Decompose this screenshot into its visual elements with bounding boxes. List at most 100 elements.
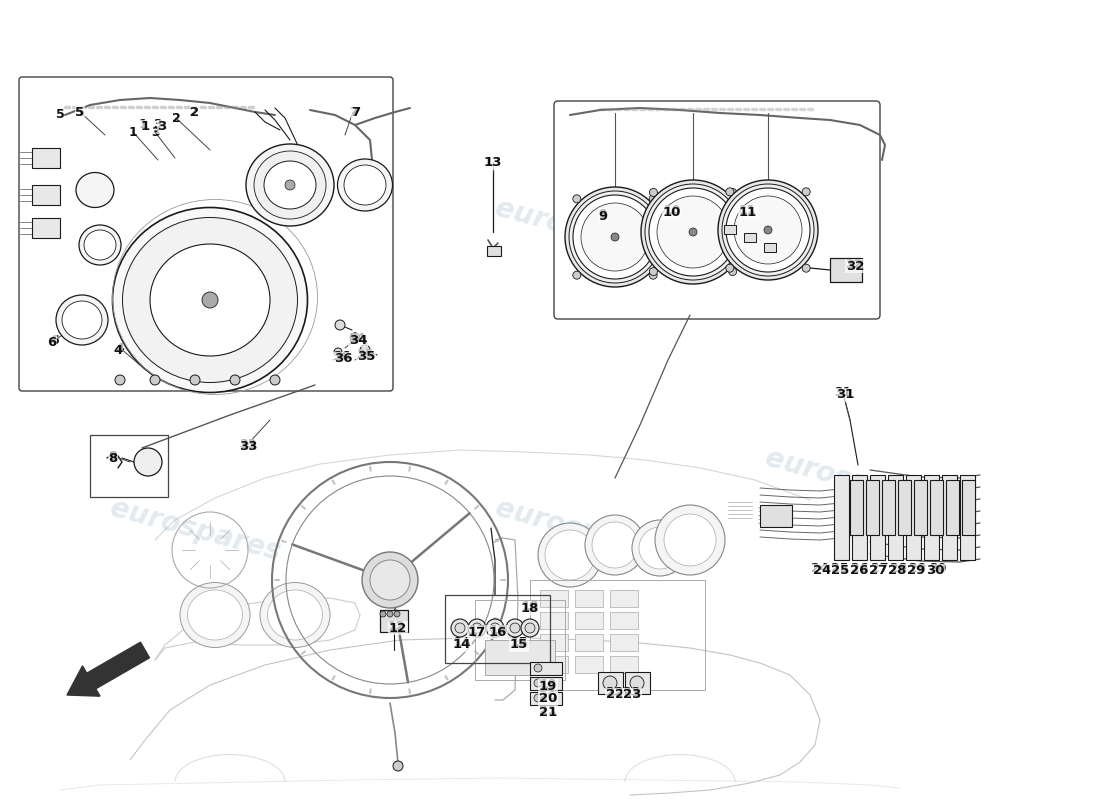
Circle shape <box>490 623 500 633</box>
Bar <box>610 634 638 651</box>
Circle shape <box>394 611 400 617</box>
Bar <box>924 475 939 560</box>
Bar <box>914 480 927 535</box>
Circle shape <box>649 189 658 197</box>
Circle shape <box>641 180 745 284</box>
Text: 20: 20 <box>539 693 558 706</box>
Circle shape <box>285 180 295 190</box>
Circle shape <box>802 188 811 196</box>
Text: 15: 15 <box>510 637 528 650</box>
Text: 16: 16 <box>490 623 507 637</box>
Circle shape <box>573 195 581 203</box>
Bar <box>32 218 60 238</box>
Bar <box>530 662 562 675</box>
Ellipse shape <box>150 244 270 356</box>
Circle shape <box>334 348 342 356</box>
Bar <box>540 612 568 629</box>
Bar <box>610 590 638 607</box>
Text: 29: 29 <box>910 562 926 575</box>
Bar <box>850 480 864 535</box>
Bar <box>870 475 886 560</box>
Circle shape <box>336 320 345 330</box>
Circle shape <box>565 187 666 287</box>
Text: 25: 25 <box>830 565 849 578</box>
Ellipse shape <box>267 590 322 640</box>
Circle shape <box>134 448 162 476</box>
Text: 1: 1 <box>129 126 138 138</box>
Ellipse shape <box>79 225 121 265</box>
Bar <box>852 475 867 560</box>
Bar <box>764 243 776 252</box>
Ellipse shape <box>344 165 386 205</box>
Bar <box>575 612 603 629</box>
Text: 21: 21 <box>539 706 557 719</box>
Ellipse shape <box>246 144 334 226</box>
Bar <box>744 233 756 242</box>
Text: 35: 35 <box>356 350 375 362</box>
Bar <box>475 600 565 680</box>
Bar <box>610 656 638 673</box>
Bar <box>32 148 60 168</box>
Circle shape <box>521 619 539 637</box>
Text: 11: 11 <box>738 203 756 217</box>
Text: 26: 26 <box>851 562 869 575</box>
Circle shape <box>190 375 200 385</box>
Circle shape <box>387 611 393 617</box>
Bar <box>962 480 975 535</box>
Circle shape <box>150 375 160 385</box>
Bar <box>946 480 959 535</box>
Text: 30: 30 <box>926 565 944 578</box>
Text: 3: 3 <box>154 118 163 131</box>
Text: eurospares: eurospares <box>107 244 284 316</box>
Circle shape <box>718 180 818 280</box>
Text: eurospares: eurospares <box>761 444 938 516</box>
Text: 9: 9 <box>598 210 607 222</box>
Circle shape <box>455 623 465 633</box>
Bar <box>898 480 911 535</box>
Bar <box>888 475 903 560</box>
Circle shape <box>728 267 737 275</box>
FancyBboxPatch shape <box>554 101 880 319</box>
Text: 3: 3 <box>151 126 160 138</box>
Ellipse shape <box>112 207 308 393</box>
Circle shape <box>486 619 504 637</box>
Circle shape <box>472 623 482 633</box>
Circle shape <box>360 345 370 355</box>
Text: 32: 32 <box>846 259 865 273</box>
Text: 27: 27 <box>871 562 889 575</box>
Ellipse shape <box>62 301 102 339</box>
Circle shape <box>649 271 657 279</box>
Text: 5: 5 <box>56 109 65 122</box>
Text: 7: 7 <box>351 106 361 119</box>
Circle shape <box>610 233 619 241</box>
Text: 14: 14 <box>453 638 471 651</box>
Text: 7: 7 <box>349 106 358 118</box>
Text: 15: 15 <box>510 638 528 651</box>
Circle shape <box>630 676 644 690</box>
Text: 2: 2 <box>172 111 180 125</box>
Text: 2: 2 <box>188 106 197 118</box>
Text: 19: 19 <box>539 679 557 693</box>
Circle shape <box>726 188 810 272</box>
Circle shape <box>722 184 814 276</box>
Text: 22: 22 <box>606 689 624 702</box>
Text: 36: 36 <box>333 353 352 366</box>
Bar <box>575 634 603 651</box>
Circle shape <box>573 195 657 279</box>
Bar <box>379 610 408 632</box>
Text: 10: 10 <box>663 203 681 217</box>
Text: 10: 10 <box>663 206 681 218</box>
Bar <box>540 634 568 651</box>
Text: 13: 13 <box>484 155 502 169</box>
Circle shape <box>603 676 617 690</box>
Circle shape <box>689 228 697 236</box>
Circle shape <box>802 264 811 272</box>
Bar <box>866 480 879 535</box>
Bar <box>446 595 550 663</box>
Text: 20: 20 <box>539 690 557 703</box>
Circle shape <box>573 271 581 279</box>
Text: 6: 6 <box>51 334 59 346</box>
Text: 12: 12 <box>387 619 405 633</box>
Bar <box>575 656 603 673</box>
Text: 29: 29 <box>906 565 925 578</box>
